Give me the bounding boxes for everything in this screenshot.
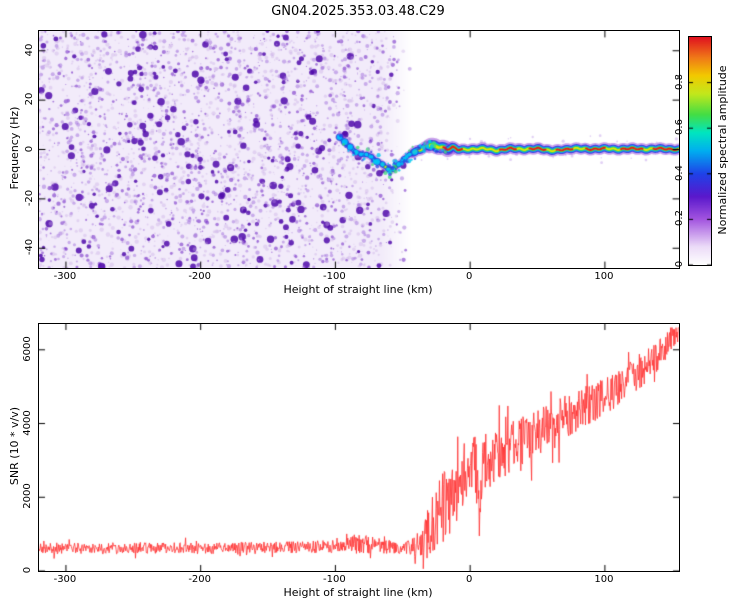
snr-plot [38, 323, 680, 572]
snr-x-axis-label: Height of straight line (km) [283, 586, 433, 599]
spec-x-tick-label: -300 [53, 271, 77, 282]
snr-x-tick-label: 100 [594, 574, 614, 585]
spec-y-tick-label: 40 [24, 43, 35, 57]
colorbar-tick-label: 0.4 [674, 164, 685, 181]
spec-x-tick-label: -200 [188, 271, 212, 282]
colorbar-tick-label: 0.2 [674, 210, 685, 227]
snr-x-tick-label: 0 [465, 574, 473, 585]
spectrogram-plot [38, 30, 680, 269]
snr-y-tick-label: 0 [22, 566, 33, 574]
colorbar [688, 36, 712, 266]
colorbar-label: Normalized spectral amplitude [716, 65, 729, 235]
spec-y-axis-label: Frequency (Hz) [8, 106, 21, 190]
snr-y-axis-label: SNR (10 * v/v) [8, 406, 21, 486]
colorbar-tick-label: 0 [674, 260, 685, 268]
spec-x-tick-label: 100 [594, 271, 614, 282]
spec-x-tick-label: -100 [323, 271, 346, 282]
spec-y-tick-label: -20 [24, 189, 35, 207]
colorbar-tick-label: 0.6 [674, 119, 685, 136]
spec-y-tick-label: 0 [24, 145, 35, 152]
snr-y-tick-label: 6000 [22, 336, 33, 362]
spec-x-tick-label: 0 [465, 271, 473, 282]
spec-y-tick-label: -40 [24, 239, 35, 256]
snr-x-tick-label: -200 [188, 574, 212, 585]
colorbar-tick-label: 0.8 [674, 73, 685, 90]
spec-y-tick-label: 20 [24, 92, 35, 106]
plot-title: GN04.2025.353.03.48.C29 [271, 4, 445, 19]
snr-x-tick-label: -300 [53, 574, 77, 585]
snr-x-tick-label: -100 [323, 574, 346, 585]
spec-x-axis-label: Height of straight line (km) [283, 283, 433, 296]
snr-y-tick-label: 4000 [22, 409, 33, 436]
snr-y-tick-label: 2000 [22, 483, 33, 509]
